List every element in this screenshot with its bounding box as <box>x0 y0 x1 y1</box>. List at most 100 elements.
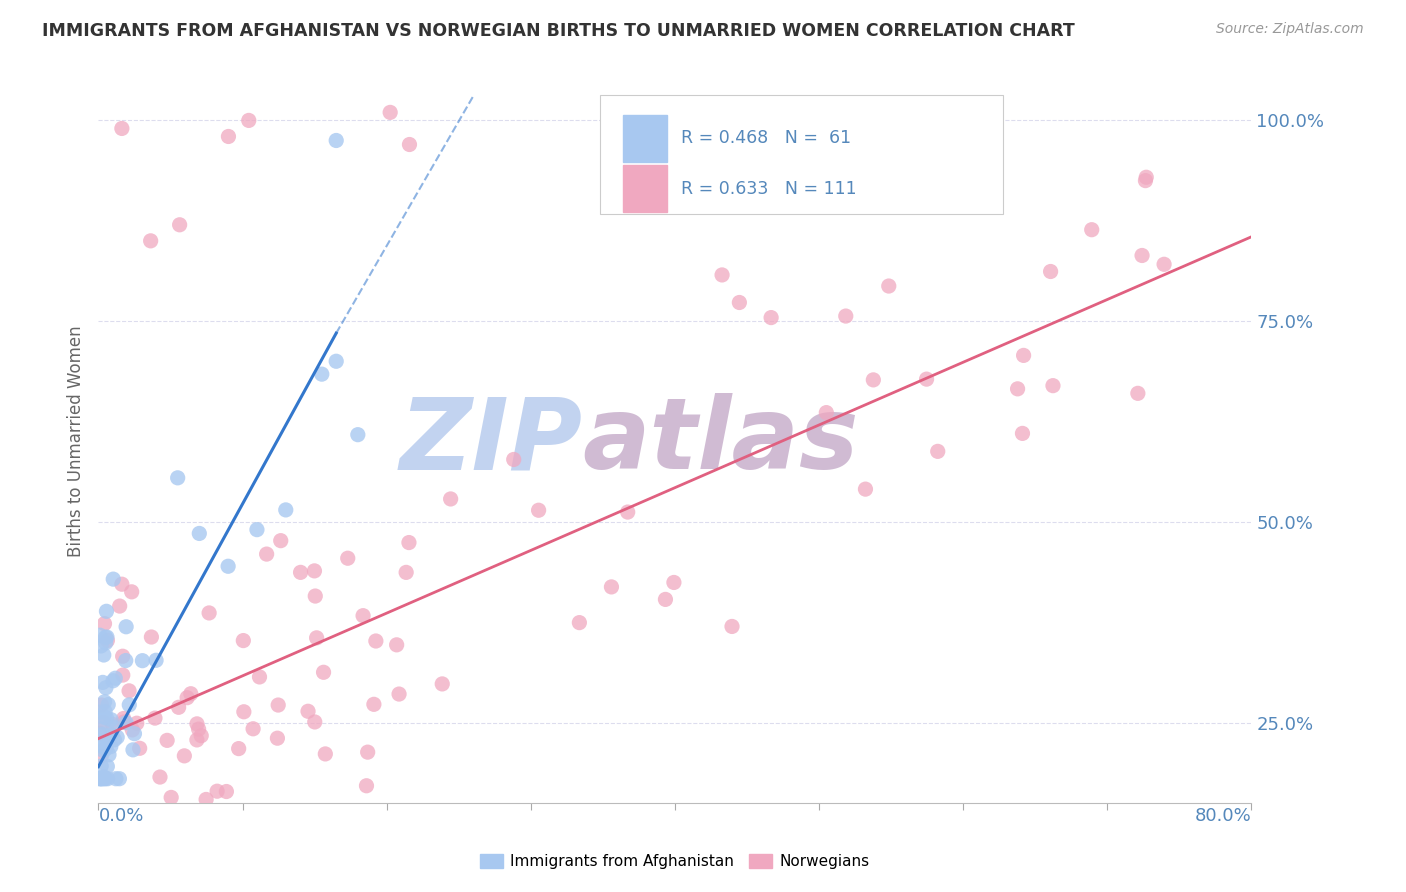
Point <box>1126 386 1149 401</box>
Point <box>862 373 884 387</box>
Point <box>125 716 148 731</box>
Point <box>97 772 120 786</box>
Point <box>855 482 877 496</box>
Point <box>94 811 117 825</box>
Point <box>149 770 172 784</box>
Point <box>357 745 380 759</box>
Point <box>101 717 124 731</box>
Point <box>114 654 136 668</box>
Point <box>94 772 117 786</box>
Point <box>94 741 117 756</box>
Bar <box>623 114 666 161</box>
Point <box>290 566 312 580</box>
Point <box>198 606 221 620</box>
Point <box>432 677 454 691</box>
Point <box>502 452 524 467</box>
Point <box>89 705 111 719</box>
Point <box>721 619 744 633</box>
Point <box>166 471 188 485</box>
Point <box>93 616 115 631</box>
Point <box>90 749 112 764</box>
Point <box>1007 382 1029 396</box>
Point <box>1080 223 1102 237</box>
Point <box>352 608 374 623</box>
Point <box>217 559 239 574</box>
Point <box>344 828 367 842</box>
Point <box>90 772 112 786</box>
Point <box>94 681 117 695</box>
Point <box>100 728 122 742</box>
Point <box>325 133 347 147</box>
Point <box>104 671 127 685</box>
Point <box>1042 378 1064 392</box>
Point <box>111 649 134 664</box>
Point <box>94 705 117 719</box>
Point <box>108 772 131 786</box>
Point <box>103 732 125 747</box>
Point <box>89 820 111 834</box>
Point <box>169 218 191 232</box>
Point <box>91 727 114 741</box>
Point <box>115 836 138 850</box>
Point <box>143 711 166 725</box>
Point <box>304 564 326 578</box>
Point <box>105 730 128 744</box>
Point <box>205 784 228 798</box>
Point <box>100 739 122 754</box>
Point <box>141 630 163 644</box>
Point <box>398 137 420 152</box>
Point <box>139 234 162 248</box>
Point <box>363 698 385 712</box>
Text: IMMIGRANTS FROM AFGHANISTAN VS NORWEGIAN BIRTHS TO UNMARRIED WOMEN CORRELATION C: IMMIGRANTS FROM AFGHANISTAN VS NORWEGIAN… <box>42 22 1076 40</box>
Point <box>160 790 183 805</box>
Point <box>305 631 328 645</box>
Legend: Immigrants from Afghanistan, Norwegians: Immigrants from Afghanistan, Norwegians <box>474 848 876 875</box>
Point <box>96 633 118 648</box>
Point <box>440 491 463 506</box>
Point <box>297 704 319 718</box>
Point <box>398 535 420 549</box>
Point <box>167 700 190 714</box>
Point <box>1039 264 1062 278</box>
Point <box>568 615 591 630</box>
Point <box>274 503 297 517</box>
Point <box>156 733 179 747</box>
Point <box>266 731 288 746</box>
Point <box>93 648 115 662</box>
Point <box>93 770 115 784</box>
Point <box>304 589 326 603</box>
Point <box>311 367 333 381</box>
Point <box>217 129 239 144</box>
Point <box>112 711 135 725</box>
Point <box>90 698 112 712</box>
Point <box>304 714 326 729</box>
Point <box>380 105 402 120</box>
Point <box>124 810 146 824</box>
Point <box>267 698 290 712</box>
Point <box>1012 348 1035 362</box>
Point <box>388 687 411 701</box>
Point <box>97 698 120 712</box>
Point <box>1135 170 1157 185</box>
Point <box>249 670 271 684</box>
Point <box>89 809 111 823</box>
Point <box>94 630 117 644</box>
Point <box>93 715 115 730</box>
Point <box>93 744 115 758</box>
Point <box>1130 248 1153 262</box>
Point <box>173 748 195 763</box>
Point <box>90 639 112 653</box>
Point <box>103 720 125 734</box>
Point <box>228 741 250 756</box>
Point <box>94 636 117 650</box>
Point <box>96 711 118 725</box>
Point <box>815 406 838 420</box>
Point <box>314 747 336 761</box>
Point <box>121 584 143 599</box>
Point <box>115 715 138 730</box>
Point <box>1135 173 1157 187</box>
Point <box>96 759 118 773</box>
Point <box>1011 426 1033 441</box>
Point <box>336 551 359 566</box>
Point <box>98 747 121 762</box>
